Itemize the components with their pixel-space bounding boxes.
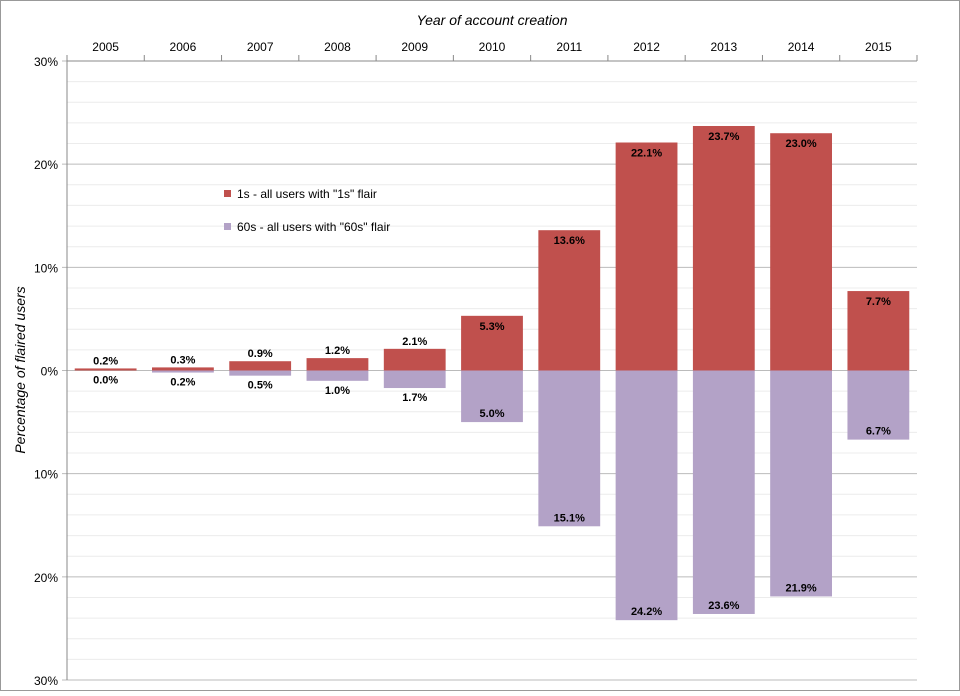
bar-60s-2011: [538, 371, 600, 527]
data-label-1s: 22.1%: [631, 148, 662, 160]
bar-60s-2014: [770, 371, 832, 597]
y-tick-label: 30%: [34, 55, 58, 69]
x-tick-label: 2010: [479, 40, 506, 54]
data-label-1s: 23.0%: [785, 138, 816, 150]
y-tick-label: 20%: [34, 158, 58, 172]
data-label-60s: 5.0%: [479, 408, 504, 420]
bar-1s-2007: [229, 361, 291, 370]
bar-60s-2007: [229, 371, 291, 376]
x-tick-label: 2009: [401, 40, 428, 54]
bar-60s-2008: [307, 371, 369, 381]
bar-1s-2005: [75, 368, 137, 370]
bar-60s-2009: [384, 371, 446, 389]
x-tick-label: 2014: [788, 40, 815, 54]
data-label-60s: 0.0%: [93, 375, 118, 387]
data-label-60s: 24.2%: [631, 606, 662, 618]
y-tick-label: 0%: [41, 365, 59, 379]
bar-1s-2006: [152, 367, 214, 370]
data-label-60s: 0.2%: [170, 377, 195, 389]
x-tick-label: 2005: [92, 40, 119, 54]
data-label-1s: 1.2%: [325, 345, 350, 357]
data-label-1s: 13.6%: [554, 235, 585, 247]
bar-1s-2014: [770, 133, 832, 370]
bar-60s-2013: [693, 371, 755, 614]
data-label-1s: 23.7%: [708, 131, 739, 143]
data-label-60s: 15.1%: [554, 512, 585, 524]
data-label-60s: 23.6%: [708, 600, 739, 612]
y-tick-label: 10%: [34, 468, 58, 482]
x-tick-label: 2015: [865, 40, 892, 54]
bar-1s-2011: [538, 230, 600, 370]
x-tick-label: 2011: [556, 40, 582, 54]
x-axis-title: Year of account creation: [417, 12, 568, 28]
data-label-1s: 0.9%: [248, 348, 273, 360]
x-tick-label: 2012: [633, 40, 660, 54]
data-label-1s: 7.7%: [866, 296, 891, 308]
legend-label-60s: 60s - all users with "60s" flair: [237, 220, 390, 234]
x-tick-label: 2007: [247, 40, 274, 54]
data-label-60s: 1.7%: [402, 392, 427, 404]
data-label-1s: 0.2%: [93, 355, 118, 367]
data-label-60s: 1.0%: [325, 385, 350, 397]
bar-1s-2013: [693, 126, 755, 371]
bar-1s-2012: [616, 143, 678, 371]
data-label-60s: 0.5%: [248, 380, 273, 392]
legend-label-1s: 1s - all users with "1s" flair: [237, 187, 377, 201]
y-tick-label: 20%: [34, 571, 58, 585]
x-tick-label: 2008: [324, 40, 351, 54]
legend-swatch-1s: [224, 190, 231, 197]
bar-1s-2008: [307, 358, 369, 370]
data-label-60s: 21.9%: [785, 582, 816, 594]
bar-60s-2006: [152, 371, 214, 373]
y-axis-title: Percentage of flaired users: [12, 286, 28, 453]
legend-swatch-60s: [224, 223, 231, 230]
x-tick-label: 2013: [710, 40, 737, 54]
bar-1s-2009: [384, 349, 446, 371]
bars-layer: [75, 126, 910, 620]
legend: 1s - all users with "1s" flair 60s - all …: [224, 187, 390, 234]
y-tick-label: 10%: [34, 261, 58, 275]
x-tick-label: 2006: [170, 40, 197, 54]
data-label-60s: 6.7%: [866, 426, 891, 438]
y-tick-label: 30%: [34, 674, 58, 688]
data-label-1s: 5.3%: [479, 321, 504, 333]
data-label-1s: 0.3%: [170, 354, 195, 366]
data-label-1s: 2.1%: [402, 336, 427, 348]
bar-60s-2012: [616, 371, 678, 621]
